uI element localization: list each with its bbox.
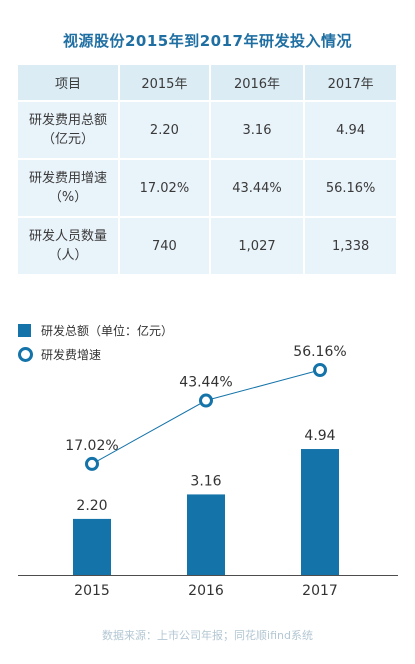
line-point [199, 393, 213, 408]
page-title: 视源股份2015年到2017年研发投入情况 [63, 32, 352, 50]
row-label-line: 研发费用增速 [29, 171, 108, 186]
row-label-unit: （人） [48, 248, 88, 263]
table-cell: 1,338 [305, 218, 396, 274]
row-label: 研发人员数量 （人） [18, 218, 121, 274]
row-label-line: 研发费用总额 [29, 113, 108, 128]
table-header-cell: 2015年 [120, 65, 211, 100]
table-header-row: 项目 2015年 2016年 2017年 [18, 65, 396, 100]
table-header-cell: 2017年 [305, 65, 396, 100]
source-note: 数据来源：上市公司年报；同花顺ifind系统 [102, 629, 313, 642]
legend-line-marker [18, 347, 33, 362]
x-tick-label: 2015 [74, 583, 110, 599]
line-point [85, 456, 99, 471]
table-row: 研发费用增速 （%） 17.02% 43.44% 56.16% [18, 160, 396, 216]
table-cell: 56.16% [305, 160, 396, 216]
bar [187, 494, 225, 575]
bar-value-label: 4.94 [304, 428, 335, 444]
row-label-line: 研发人员数量 [29, 229, 108, 244]
table-cell: 2.20 [120, 102, 211, 158]
x-tick-label: 2017 [302, 583, 338, 599]
legend-line-label: 研发费增速 [41, 348, 102, 362]
row-label: 研发费用增速 （%） [18, 160, 121, 216]
legend-bar: 研发总额（单位：亿元） [18, 322, 173, 339]
table-row: 研发费用总额 （亿元） 2.20 3.16 4.94 [18, 102, 396, 158]
table-cell: 3.16 [210, 102, 306, 158]
bar [73, 518, 111, 575]
table-cell: 43.44% [210, 160, 306, 216]
table-header-cell: 项目 [18, 65, 121, 100]
legend-bar-label: 研发总额（单位：亿元） [41, 324, 174, 338]
bar-value-label: 2.20 [76, 498, 107, 514]
combo-chart: 2.20 3.16 4.94 17.02% 43.44% 56.16% 2015 2016 20… [18, 344, 398, 599]
legend-bar-swatch [18, 324, 31, 337]
table-cell: 1,027 [210, 218, 306, 274]
table-row: 研发人员数量 （人） 740 1,027 1,338 [18, 218, 396, 274]
data-table: 项目 2015年 2016年 2017年 研发费用总额 （亿元） 2.20 3.… [18, 63, 396, 276]
bar [301, 449, 339, 575]
table-cell: 4.94 [305, 102, 396, 158]
line-value-label: 56.16% [293, 344, 346, 360]
table-cell: 17.02% [120, 160, 211, 216]
line-point [313, 363, 327, 377]
table-header-cell: 2016年 [210, 65, 306, 100]
bar-value-label: 3.16 [190, 473, 221, 489]
row-label-unit: （亿元） [42, 132, 95, 147]
line-value-label: 17.02% [65, 438, 118, 454]
row-label-unit: （%） [48, 190, 88, 205]
line-value-label: 43.44% [179, 375, 232, 391]
table-cell: 740 [120, 218, 211, 274]
x-tick-label: 2016 [188, 583, 224, 599]
row-label: 研发费用总额 （亿元） [18, 102, 121, 158]
legend-line: 研发费增速 [18, 346, 101, 363]
